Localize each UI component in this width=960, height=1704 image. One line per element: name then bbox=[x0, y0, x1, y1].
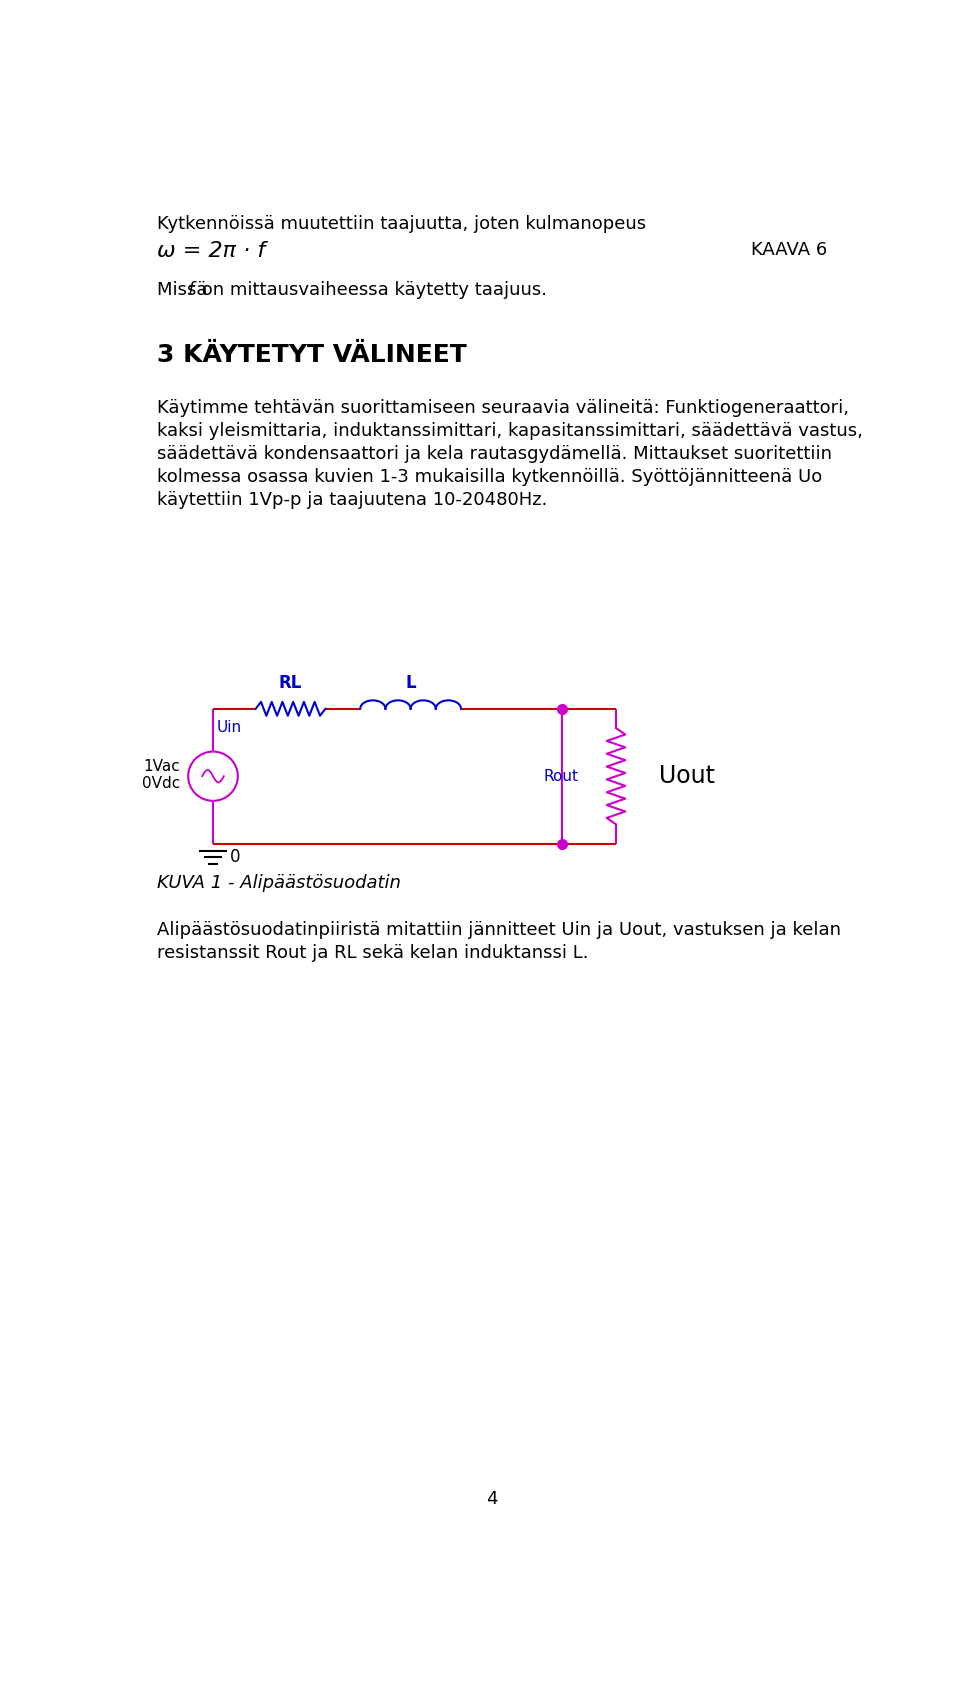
Text: ω = 2π · f: ω = 2π · f bbox=[157, 242, 266, 261]
Text: Kytkennöissä muutettiin taajuutta, joten kulmanopeus: Kytkennöissä muutettiin taajuutta, joten… bbox=[157, 215, 646, 233]
Text: Missä: Missä bbox=[157, 281, 213, 300]
Text: RL: RL bbox=[278, 673, 302, 692]
Text: Alipäästösuodatinpiiristä mitattiin jännitteet Uin ja Uout, vastuksen ja kelan: Alipäästösuodatinpiiristä mitattiin jänn… bbox=[157, 920, 841, 939]
Text: kolmessa osassa kuvien 1-3 mukaisilla kytkennöillä. Syöttöjännitteenä Uo: kolmessa osassa kuvien 1-3 mukaisilla ky… bbox=[157, 469, 823, 486]
Text: 3 KÄYTETYT VÄLINEET: 3 KÄYTETYT VÄLINEET bbox=[157, 343, 467, 366]
Text: Rout: Rout bbox=[543, 769, 579, 784]
Text: KUVA 1 - Alipäästösuodatin: KUVA 1 - Alipäästösuodatin bbox=[157, 874, 401, 893]
Text: Uout: Uout bbox=[659, 763, 714, 789]
Text: resistanssit Rout ja RL sekä kelan induktanssi L.: resistanssit Rout ja RL sekä kelan induk… bbox=[157, 944, 588, 961]
Text: KAAVA 6: KAAVA 6 bbox=[751, 242, 827, 259]
Text: Käytimme tehtävän suorittamiseen seuraavia välineitä: Funktiogeneraattori,: Käytimme tehtävän suorittamiseen seuraav… bbox=[157, 399, 850, 416]
Text: L: L bbox=[405, 673, 416, 692]
Text: Uin: Uin bbox=[217, 721, 242, 736]
Text: käytettiin 1Vp-p ja taajuutena 10-20480Hz.: käytettiin 1Vp-p ja taajuutena 10-20480H… bbox=[157, 491, 547, 509]
Text: kaksi yleismittaria, induktanssimittari, kapasitanssimittari, säädettävä vastus,: kaksi yleismittaria, induktanssimittari,… bbox=[157, 421, 863, 440]
Text: 0: 0 bbox=[230, 849, 241, 866]
Text: 1Vac: 1Vac bbox=[144, 760, 180, 774]
Text: säädettävä kondensaattori ja kela rautasgydämellä. Mittaukset suoritettiin: säädettävä kondensaattori ja kela rautas… bbox=[157, 445, 832, 463]
Text: on mittausvaiheessa käytetty taajuus.: on mittausvaiheessa käytetty taajuus. bbox=[196, 281, 547, 300]
Text: 0Vdc: 0Vdc bbox=[142, 777, 180, 791]
Text: f: f bbox=[188, 281, 195, 300]
Text: 4: 4 bbox=[487, 1491, 497, 1508]
